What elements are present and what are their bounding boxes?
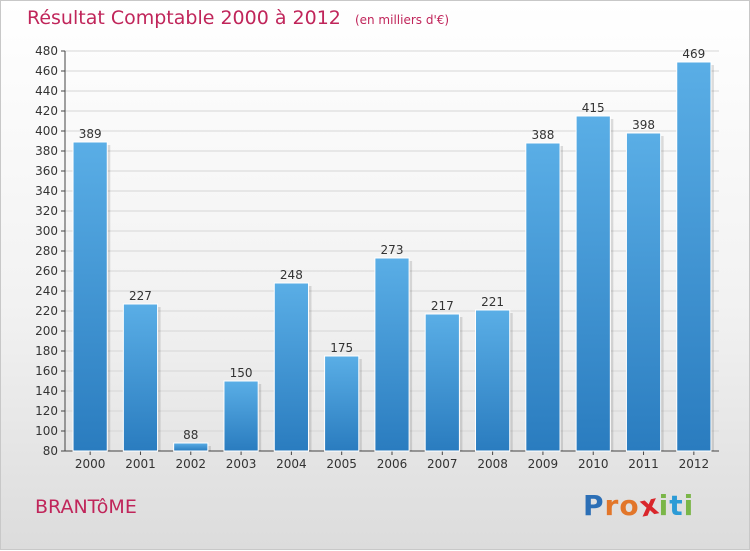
y-tick-label: 140 [35, 384, 58, 398]
x-tick-label: 2004 [276, 457, 307, 471]
chart-title: Résultat Comptable 2000 à 2012 (en milli… [27, 7, 449, 29]
bar-2008[interactable] [475, 309, 511, 452]
bar-2006[interactable] [374, 257, 410, 452]
y-tick-label: 440 [35, 84, 58, 98]
data-label: 398 [632, 118, 655, 132]
data-label: 150 [230, 366, 253, 380]
proxiti-logo[interactable]: Proxiti [583, 487, 695, 523]
logo-letter: i [683, 489, 695, 522]
y-tick-label: 460 [35, 64, 58, 78]
x-tick-label: 2005 [326, 457, 357, 471]
data-label: 227 [129, 289, 152, 303]
x-tick-label: 2008 [477, 457, 508, 471]
bar-2002[interactable] [173, 442, 209, 452]
bar-2012[interactable] [676, 61, 712, 452]
data-label: 248 [280, 268, 303, 282]
y-tick-label: 300 [35, 224, 58, 238]
y-tick-label: 480 [35, 44, 58, 58]
x-tick-label: 2000 [75, 457, 106, 471]
x-tick-label: 2003 [226, 457, 257, 471]
bar-2003[interactable] [223, 380, 259, 452]
bar-2004[interactable] [273, 282, 309, 452]
bar-2011[interactable] [625, 132, 662, 452]
x-tick-label: 2011 [628, 457, 659, 471]
bar-2009[interactable] [525, 142, 561, 452]
logo-letter: i [658, 489, 670, 522]
y-tick-label: 120 [35, 404, 58, 418]
y-tick-label: 220 [35, 304, 58, 318]
y-tick-label: 340 [35, 184, 58, 198]
y-tick-label: 280 [35, 244, 58, 258]
x-tick-label: 2006 [377, 457, 408, 471]
x-tick-label: 2009 [528, 457, 559, 471]
data-label: 221 [481, 295, 504, 309]
data-label: 388 [531, 128, 554, 142]
x-tick-label: 2007 [427, 457, 458, 471]
chart-title-text: Résultat Comptable 2000 à 2012 [27, 7, 341, 29]
y-tick-label: 100 [35, 424, 58, 438]
city-name: BRANTôME [35, 496, 137, 518]
data-label: 88 [183, 428, 198, 442]
y-tick-label: 420 [35, 104, 58, 118]
data-label: 389 [79, 127, 102, 141]
y-tick-label: 240 [35, 284, 58, 298]
y-tick-label: 380 [35, 144, 58, 158]
bar-2005[interactable] [324, 355, 360, 452]
x-tick-label: 2002 [175, 457, 206, 471]
x-tick-label: 2012 [679, 457, 710, 471]
logo-letter: r [604, 489, 620, 522]
data-label: 469 [682, 47, 705, 61]
bars [72, 61, 714, 452]
logo-letter: P [583, 489, 605, 522]
bar-2010[interactable] [575, 115, 611, 452]
bar-2000[interactable] [72, 141, 108, 452]
data-labels: 389 227 88 150 248 175 273 217 221 388 415 398 469 [79, 47, 706, 442]
axes: 80 100 120 140 160 180 200 220 240 260 280 300 320 34… [35, 44, 719, 471]
data-label: 217 [431, 299, 454, 313]
y-tick-label: 320 [35, 204, 58, 218]
y-tick-label: 80 [43, 444, 58, 458]
chart-subtitle: (en milliers d'€) [354, 13, 450, 27]
y-tick-label: 200 [35, 324, 58, 338]
y-tick-label: 160 [35, 364, 58, 378]
x-tick-label: 2001 [125, 457, 156, 471]
logo-letter: o [619, 489, 640, 522]
y-tick-label: 180 [35, 344, 58, 358]
bar-2001[interactable] [122, 303, 159, 452]
data-label: 415 [582, 101, 605, 115]
logo-letter: t [669, 489, 684, 522]
y-tick-label: 400 [35, 124, 58, 138]
y-tick-label: 260 [35, 264, 58, 278]
bar-2007[interactable] [424, 313, 460, 452]
y-tick-label: 360 [35, 164, 58, 178]
data-label: 175 [330, 341, 353, 355]
data-label: 273 [381, 243, 404, 257]
x-tick-label: 2010 [578, 457, 609, 471]
